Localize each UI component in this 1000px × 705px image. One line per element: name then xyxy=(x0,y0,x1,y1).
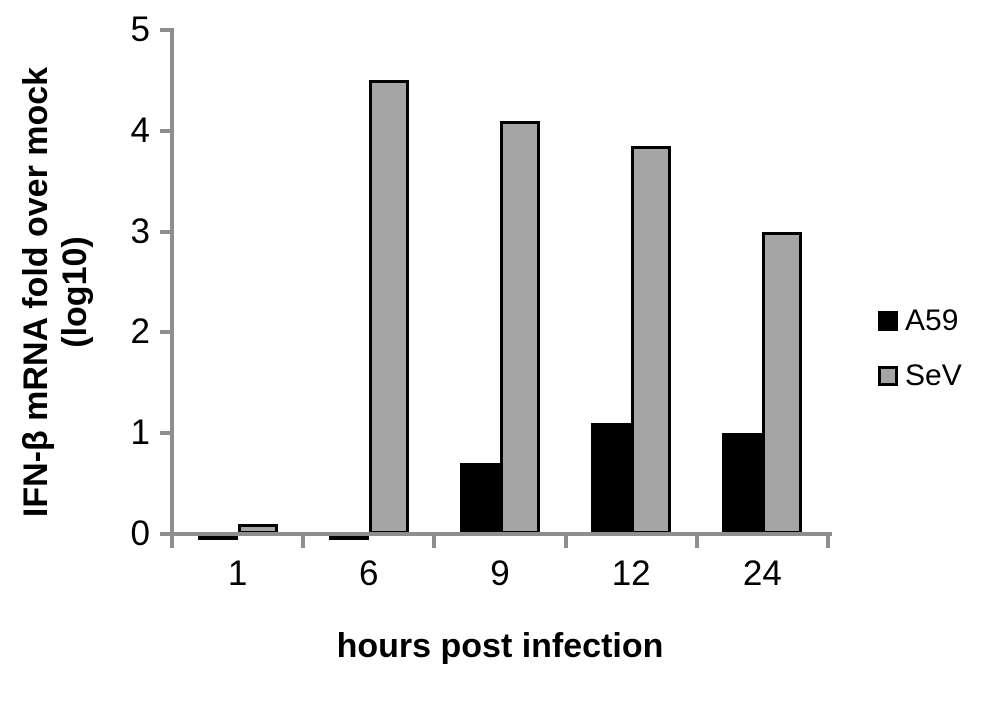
x-axis-title: hours post infection xyxy=(336,627,664,665)
y-tick xyxy=(160,330,172,335)
y-tick xyxy=(160,532,172,536)
y-axis-title: IFN-β mRNA fold over mock (log10) xyxy=(17,52,97,532)
x-tick-label: 12 xyxy=(611,554,651,593)
x-tick-label: 24 xyxy=(742,554,782,593)
y-tick-label: 1 xyxy=(130,413,150,453)
x-tick xyxy=(826,536,830,548)
bar-sev-12 xyxy=(631,145,672,534)
legend-label-a59: A59 xyxy=(905,304,959,337)
y-tick-label: 2 xyxy=(130,312,150,352)
bar-a59-24 xyxy=(722,433,763,534)
bar-a59-12 xyxy=(591,423,632,534)
x-axis-line xyxy=(170,532,832,536)
x-tick xyxy=(432,536,437,548)
y-tick-label: 3 xyxy=(130,211,150,251)
y-tick-label: 4 xyxy=(130,110,150,150)
legend-swatch-a59 xyxy=(878,310,898,331)
x-tick-label: 1 xyxy=(227,554,248,593)
legend: A59 SeV xyxy=(878,303,962,393)
bar-sev-24 xyxy=(762,231,803,534)
y-axis-line xyxy=(170,28,174,536)
y-tick xyxy=(160,229,172,234)
bar-a59-9 xyxy=(460,463,500,534)
y-tick-label: 5 xyxy=(130,10,150,49)
y-tick xyxy=(160,128,172,133)
legend-item-a59: A59 xyxy=(878,303,962,338)
y-tick xyxy=(160,28,172,32)
x-tick-label: 6 xyxy=(359,554,379,593)
legend-label-sev: SeV xyxy=(905,359,962,392)
x-tick xyxy=(170,536,174,548)
x-tick xyxy=(694,536,699,548)
y-tick-label: 0 xyxy=(130,514,150,553)
y-tick xyxy=(160,431,172,436)
bar-sev-9 xyxy=(500,120,540,534)
x-tick xyxy=(563,536,568,548)
x-tick-label: 9 xyxy=(490,554,510,593)
y-axis-title-line1: IFN-β mRNA fold over mock xyxy=(17,66,55,518)
bar-sev-6 xyxy=(368,80,409,534)
legend-item-sev: SeV xyxy=(878,358,962,393)
legend-swatch-sev xyxy=(878,365,898,386)
x-tick xyxy=(301,536,306,548)
y-axis-title-line2: (log10) xyxy=(56,236,94,348)
